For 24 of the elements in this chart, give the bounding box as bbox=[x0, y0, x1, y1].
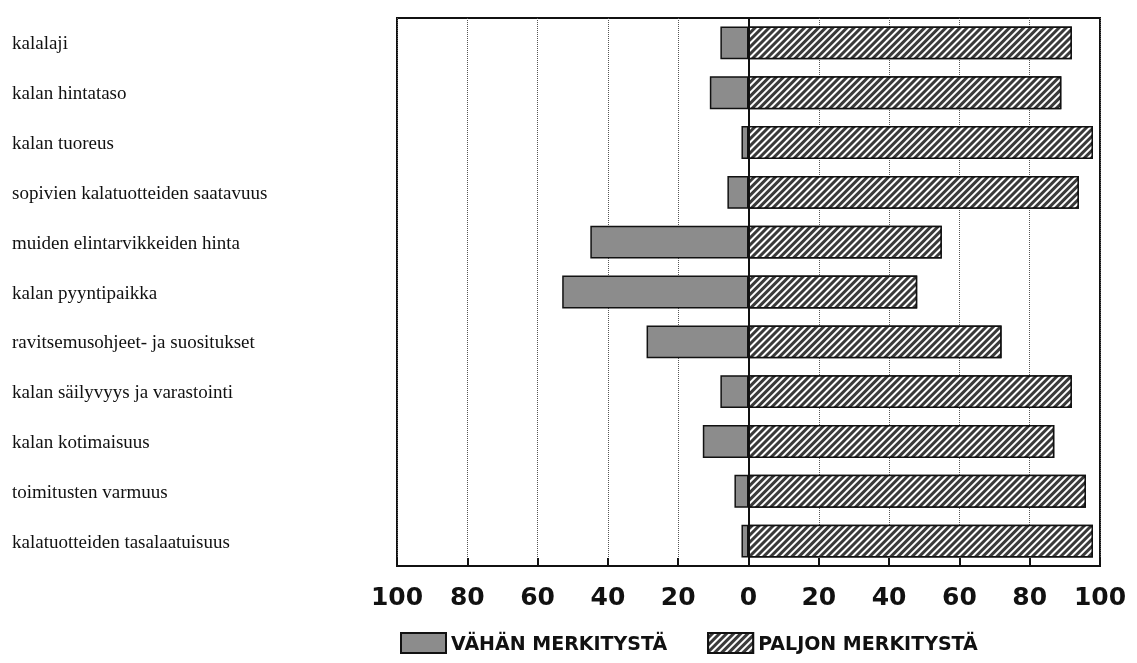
y-tick-label: kalan pyyntipaikka bbox=[12, 281, 158, 303]
legend-label: PALJON MERKITYSTÄ bbox=[758, 631, 979, 654]
x-tick-label: 80 bbox=[1012, 582, 1048, 611]
y-tick-label: kalan säilyvyys ja varastointi bbox=[12, 381, 234, 403]
x-tick-label: 100 bbox=[1073, 582, 1127, 611]
legend-label: VÄHÄN MERKITYSTÄ bbox=[451, 631, 668, 654]
x-tick-label: 40 bbox=[590, 582, 626, 611]
y-tick-label: ravitsemusohjeet- ja suositukset bbox=[12, 331, 256, 353]
x-tick-label: 0 bbox=[739, 582, 758, 611]
x-tick-label: 60 bbox=[520, 582, 555, 611]
y-tick-label: sopivien kalatuotteiden saatavuus bbox=[12, 181, 268, 203]
x-tick-label: 100 bbox=[370, 582, 424, 611]
y-tick-label: muiden elintarvikkeiden hinta bbox=[12, 231, 241, 253]
x-tick-label: 80 bbox=[449, 582, 485, 611]
y-tick-label: kalan tuoreus bbox=[12, 132, 114, 154]
y-tick-label: kalatuotteiden tasalaatuisuus bbox=[12, 530, 230, 552]
y-tick-label: kalan hintataso bbox=[12, 82, 127, 104]
y-tick-label: kalan kotimaisuus bbox=[12, 430, 150, 452]
y-tick-label: kalalaji bbox=[12, 32, 68, 54]
x-tick-label: 60 bbox=[942, 582, 977, 611]
y-tick-label: toimitusten varmuus bbox=[12, 480, 168, 502]
x-tick-label: 20 bbox=[801, 582, 837, 611]
x-tick-label: 40 bbox=[871, 582, 907, 611]
x-tick-label: 20 bbox=[660, 582, 696, 611]
